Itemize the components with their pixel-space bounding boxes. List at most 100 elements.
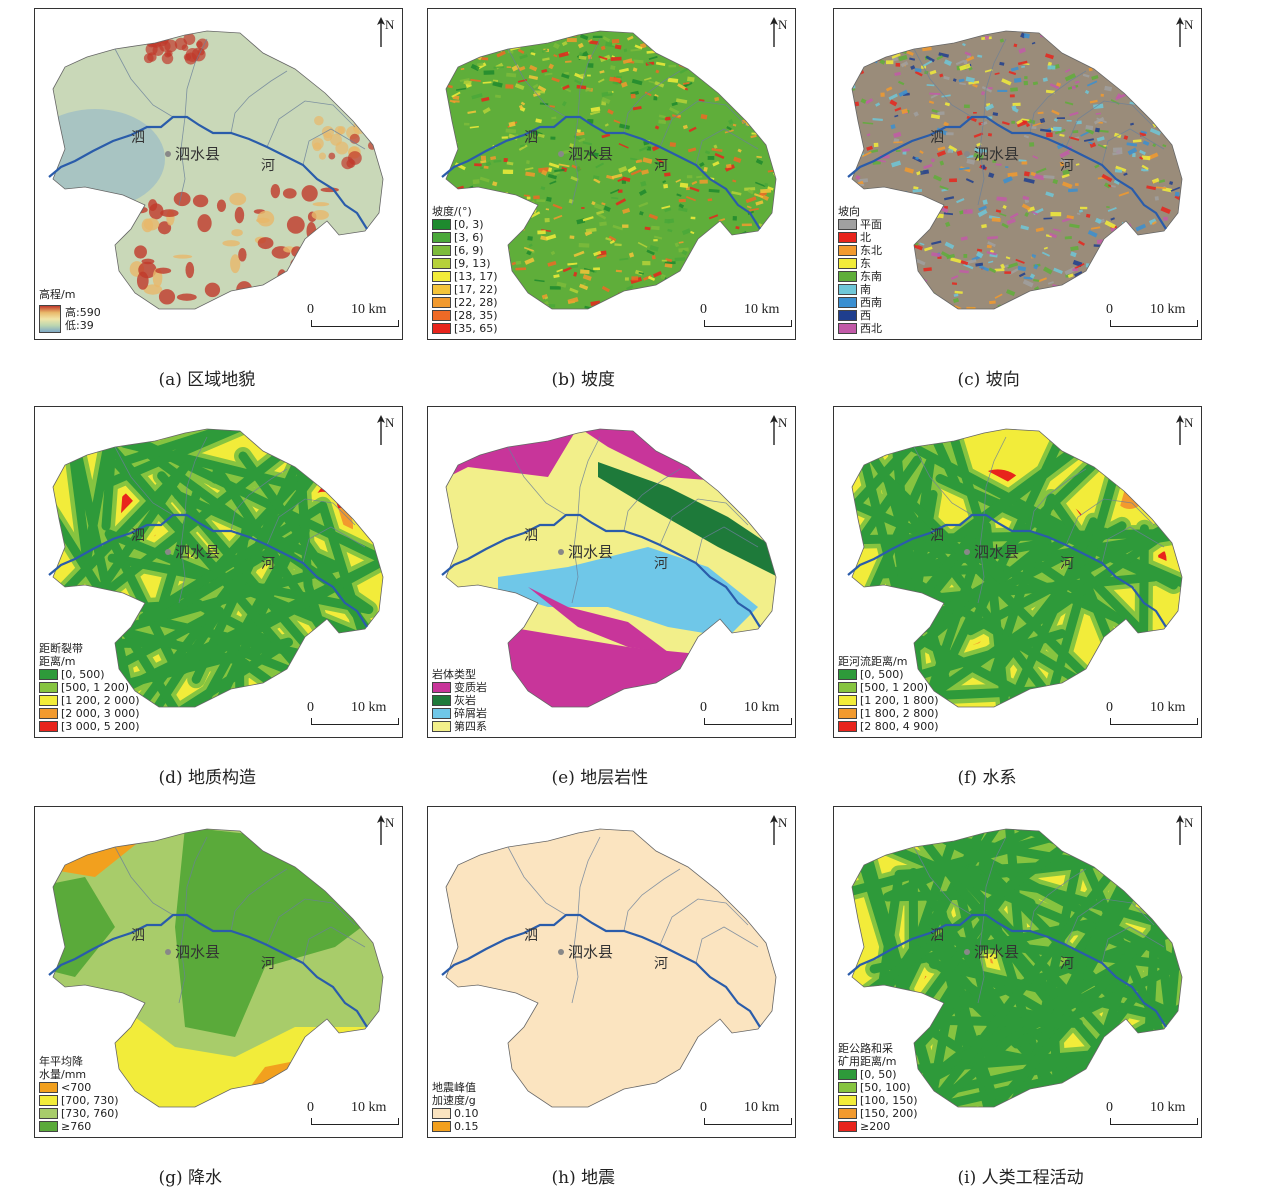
legend-label: [100, 150) (860, 1094, 918, 1107)
legend-swatch (432, 1108, 451, 1119)
legend-label: 变质岩 (454, 681, 487, 694)
legend-title: 坡向 (838, 205, 860, 218)
scale-zero: 0 (700, 1100, 707, 1115)
legend-swatch (838, 1121, 857, 1132)
scale-zero: 0 (1106, 302, 1113, 317)
panel-caption-b: (b) 坡度 (551, 370, 616, 390)
scale-distance: 10 km (351, 1100, 387, 1115)
scale-distance: 10 km (744, 1100, 780, 1115)
legend-swatch (39, 669, 58, 680)
legend-swatch (838, 695, 857, 706)
north-label: N (1184, 815, 1194, 830)
legend-item: [3, 6) (432, 231, 498, 244)
legend-item: [0, 500) (39, 668, 140, 681)
map-panel-i: 泗水县泗河 N 0 10 km 距公路和采 矿用距离/m [0, 50) [50, 100)[… (833, 806, 1202, 1138)
north-label: N (385, 415, 395, 430)
legend-label: ≥200 (860, 1120, 891, 1133)
legend-title: 矿用距离/m (838, 1055, 897, 1068)
scale-zero: 0 (307, 302, 314, 317)
legend-item: [100, 150) (838, 1094, 918, 1107)
map-panel-a: 泗水县 泗河 N 0 10 km 高程/m 高:590 低:39 (34, 8, 403, 340)
legend-swatch (39, 1121, 58, 1132)
legend-label: 碎屑岩 (454, 707, 487, 720)
legend-label: [500, 1 200) (860, 681, 929, 694)
north-label: N (1184, 415, 1194, 430)
scale-distance: 10 km (1150, 700, 1186, 715)
map-canvas (48, 828, 384, 1108)
panel-caption-c: (c) 坡向 (957, 370, 1020, 390)
legend-swatch (432, 232, 451, 243)
legend-item: <700 (39, 1081, 119, 1094)
legend-item: 0.15 (432, 1120, 479, 1133)
county-label: 泗水县 (175, 543, 221, 561)
legend-swatch (39, 682, 58, 693)
legend-label: [1 200, 1 800) (860, 694, 939, 707)
legend-swatch (838, 284, 857, 295)
legend-item: 第四系 (432, 720, 487, 733)
legend-item: [1 200, 2 000) (39, 694, 140, 707)
north-arrow-icon (377, 17, 385, 47)
county-seat-marker (558, 949, 564, 955)
legend-swatch (432, 310, 451, 321)
legend-item: 西南 (838, 296, 882, 309)
legend-swatch (838, 1108, 857, 1119)
north-arrow-icon (377, 815, 385, 845)
map-panel-h: 泗水县 泗河 N 0 10 km 地震峰值 加速度/g 0.10 0.15 (427, 806, 796, 1138)
scale-zero: 0 (307, 1100, 314, 1115)
legend-item: [17, 22) (432, 283, 498, 296)
legend-label: [28, 35) (454, 309, 498, 322)
legend-swatch (432, 1121, 451, 1132)
map-panel-g: 泗水县 泗河 N 0 10 km 年平均降 水量/mm <700 [700, 730) [730,… (34, 806, 403, 1138)
river-label-left: 泗 (524, 130, 538, 146)
map-canvas (441, 428, 777, 708)
legend-swatch (838, 297, 857, 308)
legend-item: [28, 35) (432, 309, 498, 322)
river-line (847, 513, 1167, 628)
legend-label: [2 000, 3 000) (61, 707, 140, 720)
legend-label: [700, 730) (61, 1094, 119, 1107)
legend-title: 距公路和采 (838, 1042, 893, 1055)
county-label: 泗水县 (175, 943, 221, 961)
legend-item: [0, 3) (432, 218, 498, 231)
north-label: N (778, 17, 788, 32)
legend-item: 碎屑岩 (432, 707, 487, 720)
legend-item: [0, 50) (838, 1068, 918, 1081)
county-seat-marker (558, 549, 564, 555)
legend-label: [0, 50) (860, 1068, 897, 1081)
legend-swatch (432, 284, 451, 295)
north-label: N (385, 815, 395, 830)
scale-line (1110, 1118, 1198, 1125)
county-label: 泗水县 (568, 943, 614, 961)
map-canvas (48, 428, 384, 708)
legend-label: 西北 (860, 322, 882, 335)
county-label: 泗水县 (974, 145, 1020, 163)
legend-label: 东 (860, 257, 871, 270)
map-canvas (48, 30, 384, 310)
river-label-left: 泗 (930, 528, 944, 544)
river-label-right: 河 (261, 556, 275, 572)
north-label: N (778, 815, 788, 830)
river-label-left: 泗 (131, 528, 145, 544)
legend-item: [500, 1 200) (838, 681, 939, 694)
legend-label: [0, 3) (454, 218, 484, 231)
legend-item: 东北 (838, 244, 882, 257)
legend-item: [22, 28) (432, 296, 498, 309)
legend: 地震峰值 加速度/g 0.10 0.15 (432, 1081, 479, 1133)
river-label-left: 泗 (524, 528, 538, 544)
river-line (441, 115, 761, 230)
legend-item: [9, 13) (432, 257, 498, 270)
river-line (847, 115, 1167, 230)
legend-label: 0.15 (454, 1120, 479, 1133)
scale-line (704, 320, 792, 327)
legend-swatch (838, 271, 857, 282)
legend-swatch (838, 219, 857, 230)
legend-label: [500, 1 200) (61, 681, 130, 694)
legend-item: [50, 100) (838, 1081, 918, 1094)
legend-item: [0, 500) (838, 668, 939, 681)
county-seat-marker (165, 151, 171, 157)
county-label: 泗水县 (974, 543, 1020, 561)
panel-caption-g: (g) 降水 (158, 1168, 223, 1188)
legend-label: [17, 22) (454, 283, 498, 296)
scale-zero: 0 (1106, 700, 1113, 715)
legend-swatch (39, 1095, 58, 1106)
